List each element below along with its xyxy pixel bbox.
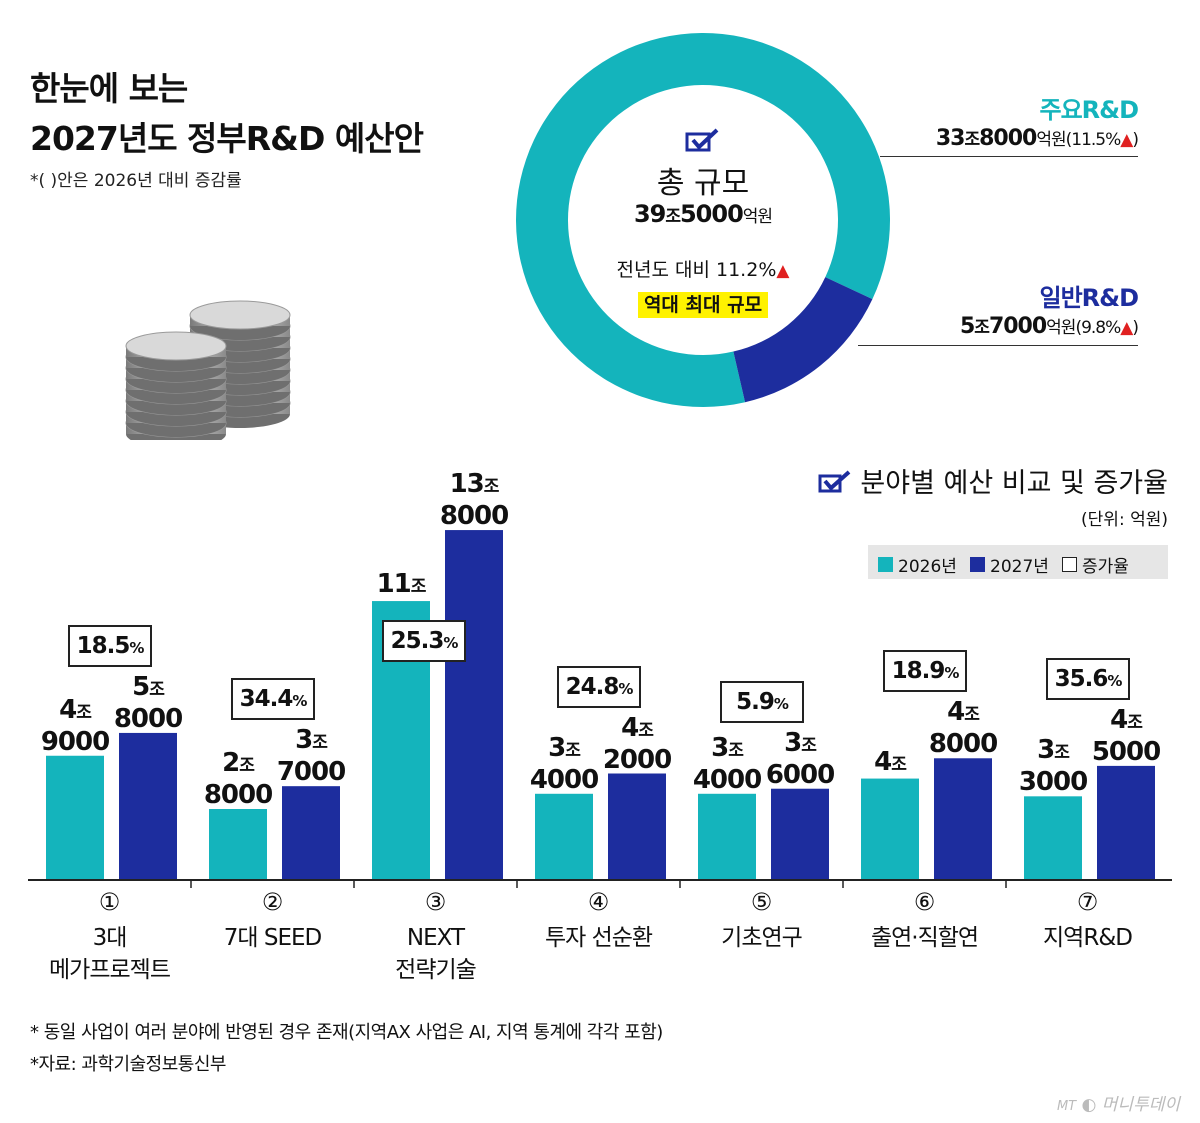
growth-rate-box-7: 35.6% — [1046, 657, 1130, 700]
bar-2026-5 — [698, 793, 756, 880]
donut-center-value: 39조5000억원 — [633, 200, 773, 228]
donut-center-title: 총 규모 — [656, 166, 750, 201]
category-label-2: 7대 SEED — [223, 925, 322, 951]
bar-label-2027-1: 5조 8000 — [113, 671, 183, 734]
legend-rate: 증가율 — [1082, 557, 1129, 577]
legend-swatch-2026 — [878, 557, 893, 572]
category-number-5: ⑤ — [750, 888, 773, 916]
bar-2027-3 — [445, 530, 503, 880]
bar-2026-4 — [535, 793, 593, 880]
legend-2027: 2027년 — [990, 557, 1049, 577]
bar-label-2026-3: 11조 — [376, 569, 427, 600]
legend-swatch-2027 — [970, 557, 985, 572]
category-label-7: 지역R&D — [1043, 925, 1133, 951]
publisher-logo: MT ◐ 머니투데이 — [1056, 1095, 1180, 1115]
record-badge: 역대 최대 규모 — [603, 290, 803, 318]
bar-2026-2 — [209, 809, 267, 880]
bar-label-2027-2: 3조 7000 — [276, 725, 346, 788]
growth-rate-box-3: 25.3% — [382, 620, 466, 663]
bar-2027-5 — [771, 788, 829, 880]
growth-rate-box-6: 18.9% — [883, 650, 967, 693]
bar-label-2026-7: 3조 3000 — [1018, 735, 1088, 798]
category-label-6: 출연·직할연 — [870, 925, 979, 951]
check-icon — [685, 128, 719, 152]
subtitle-note: *( )안은 2026년 대비 증감률 — [30, 171, 242, 191]
growth-rate-box-5: 5.9% — [720, 680, 804, 723]
bar-2027-6 — [934, 758, 992, 880]
bar-label-2027-6: 4조 8000 — [928, 697, 998, 760]
category-label-3: NEXT 전략기술 — [395, 925, 477, 983]
category-number-7: ⑦ — [1076, 888, 1099, 916]
footnote-source: *자료: 과학기술정보통신부 — [30, 1054, 226, 1075]
bar-2026-1 — [46, 755, 104, 880]
category-label-4: 투자 선순환 — [544, 925, 653, 951]
donut-slice-general — [733, 277, 873, 403]
donut-yoy-text: 전년도 대비 11.2%▲ — [616, 259, 790, 281]
bar-2026-6 — [861, 778, 919, 880]
bar-label-2027-3: 13조 8000 — [439, 469, 509, 532]
bar-label-2027-7: 4조 5000 — [1091, 704, 1161, 767]
category-label-1: 3대 메가프로젝트 — [49, 925, 171, 983]
bar-label-2026-2: 2조 8000 — [203, 748, 273, 810]
bar-label-2026-5: 3조 4000 — [692, 732, 762, 795]
bar-2027-1 — [119, 732, 177, 880]
bar-2026-7 — [1024, 796, 1082, 880]
category-number-3: ③ — [424, 888, 447, 916]
category-number-2: ② — [261, 888, 284, 916]
category-number-4: ④ — [587, 888, 610, 916]
category-number-6: ⑥ — [913, 888, 936, 916]
category-label-5: 기초연구 — [721, 925, 803, 951]
bar-2027-2 — [282, 786, 340, 880]
general-rd-label: 일반R&D — [1039, 284, 1139, 312]
bar-label-2026-1: 4조 9000 — [40, 694, 110, 757]
growth-rate-box-2: 34.4% — [231, 678, 315, 721]
major-rd-value: 33조8000억원(11.5%▲) — [935, 126, 1139, 151]
unit-label: (단위: 억원) — [1081, 510, 1168, 530]
title-line-2: 2027년도 정부R&D 예산안 — [30, 119, 424, 158]
bar-label-2027-4: 4조 2000 — [602, 712, 672, 775]
coin-top-0 — [189, 300, 291, 330]
coin-stack-illustration — [125, 300, 291, 440]
legend-swatch-rate — [1062, 557, 1077, 572]
general-rd-value: 5조7000억원(9.8%▲) — [959, 314, 1139, 339]
general-rd-leader-line — [858, 345, 1138, 346]
category-number-1: ① — [98, 888, 121, 916]
bar-2027-7 — [1097, 765, 1155, 880]
bar-label-2027-5: 3조 6000 — [765, 727, 835, 790]
chart-legend: 2026년 2027년 증가율 — [868, 545, 1168, 579]
section-check-icon — [818, 470, 851, 493]
donut-chart — [516, 33, 890, 408]
footnote-1: * 동일 사업이 여러 분야에 반영된 경우 존재(지역AX 사업은 AI, 지… — [30, 1022, 663, 1043]
bar-2027-4 — [608, 773, 666, 880]
major-rd-leader-line — [880, 156, 1138, 157]
growth-rate-box-1: 18.5% — [68, 624, 152, 667]
title-line-1: 한눈에 보는 — [30, 69, 188, 108]
major-rd-label: 주요R&D — [1039, 96, 1139, 124]
coin-top-1 — [125, 331, 227, 361]
growth-rate-box-4: 24.8% — [557, 665, 641, 708]
legend-2026: 2026년 — [898, 557, 957, 577]
section-title: 분야별 예산 비교 및 증가율 — [818, 461, 1168, 500]
bar-label-2026-4: 3조 4000 — [529, 732, 599, 795]
bar-label-2026-6: 4조 — [874, 746, 907, 777]
